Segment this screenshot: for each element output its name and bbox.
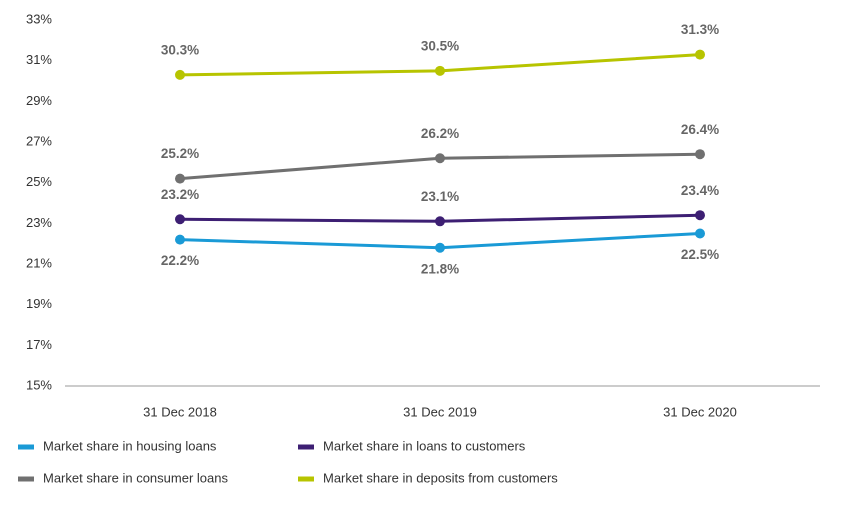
legend-swatch xyxy=(18,476,34,482)
legend-label: Market share in housing loans xyxy=(43,438,217,453)
data-label: 23.1% xyxy=(421,189,459,204)
data-label: 26.4% xyxy=(681,122,719,137)
data-point xyxy=(695,49,705,60)
y-tick-label: 27% xyxy=(26,133,52,148)
y-tick-label: 31% xyxy=(26,52,52,67)
legend-swatch xyxy=(298,476,314,482)
data-point xyxy=(695,149,705,160)
y-tick-label: 17% xyxy=(26,337,52,352)
y-tick-label: 33% xyxy=(26,11,52,26)
data-label: 31.3% xyxy=(681,22,719,37)
legend-label: Market share in consumer loans xyxy=(43,470,228,485)
data-point xyxy=(435,242,445,253)
data-label: 21.8% xyxy=(421,261,459,276)
x-tick-label: 31 Dec 2020 xyxy=(663,404,737,419)
data-point xyxy=(435,153,445,164)
x-tick-label: 31 Dec 2019 xyxy=(403,404,477,419)
data-point xyxy=(435,216,445,227)
x-tick-label: 31 Dec 2018 xyxy=(143,404,217,419)
data-label: 26.2% xyxy=(421,126,459,141)
data-label: 23.4% xyxy=(681,183,719,198)
y-tick-label: 15% xyxy=(26,377,52,392)
data-point xyxy=(175,173,185,184)
legend-swatch xyxy=(298,444,314,450)
legend-swatch xyxy=(18,444,34,450)
data-point xyxy=(175,214,185,225)
data-point xyxy=(435,65,445,76)
y-tick-label: 25% xyxy=(26,174,52,189)
y-tick-label: 19% xyxy=(26,296,52,311)
data-label: 30.5% xyxy=(421,38,459,53)
y-tick-label: 21% xyxy=(26,255,52,270)
data-label: 25.2% xyxy=(161,146,199,161)
data-label: 22.2% xyxy=(161,253,199,268)
data-point xyxy=(695,210,705,221)
y-tick-label: 29% xyxy=(26,93,52,108)
legend-label: Market share in loans to customers xyxy=(323,438,526,453)
data-label: 30.3% xyxy=(161,42,199,57)
data-point xyxy=(175,69,185,80)
data-label: 22.5% xyxy=(681,247,719,262)
data-label: 23.2% xyxy=(161,187,199,202)
legend-label: Market share in deposits from customers xyxy=(323,470,558,485)
y-tick-label: 23% xyxy=(26,215,52,230)
data-point xyxy=(695,228,705,239)
data-point xyxy=(175,234,185,245)
